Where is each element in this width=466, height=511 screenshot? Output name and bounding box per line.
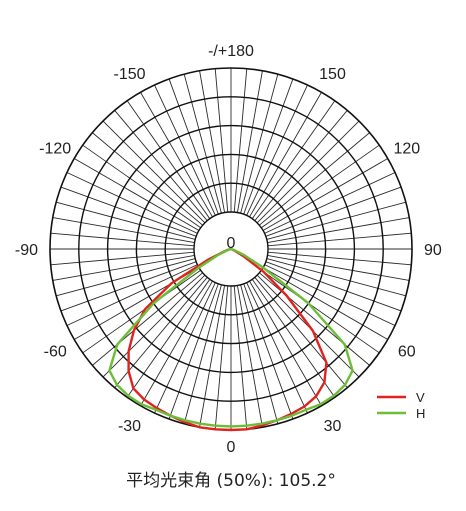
radial-gridline	[60, 261, 197, 312]
angle-label: 0	[227, 439, 236, 456]
radial-gridline	[261, 269, 380, 354]
radial-gridline	[50, 232, 195, 247]
legend: VH	[377, 390, 425, 421]
radial-gridline	[183, 74, 222, 214]
radial-gridline	[92, 272, 203, 366]
radial-gridline	[140, 280, 213, 406]
radial-gridline	[102, 120, 206, 224]
angle-label: -60	[44, 344, 67, 361]
angle-label: -90	[15, 242, 38, 259]
radial-gridline	[114, 277, 208, 388]
radial-gridline	[267, 254, 410, 281]
radial-gridline	[249, 280, 322, 406]
radial-gridline	[251, 279, 336, 398]
radial-gridline	[243, 78, 294, 215]
radial-gridline	[154, 282, 216, 414]
angle-label: -150	[113, 66, 145, 83]
ring-gridline	[106, 124, 356, 374]
radial-gridline	[168, 283, 219, 420]
radial-gridline	[102, 274, 206, 378]
angle-label: -120	[39, 141, 71, 158]
angle-label: -30	[118, 418, 141, 435]
radial-gridline	[256, 120, 360, 224]
radial-gridline	[114, 110, 208, 221]
angle-label: 30	[324, 418, 342, 435]
radial-gridline	[92, 132, 203, 226]
radial-gridline	[264, 264, 396, 326]
radial-gridline	[266, 258, 406, 297]
radial-gridline	[66, 172, 198, 234]
radial-gridline	[66, 264, 198, 326]
angle-label: -/+180	[208, 43, 254, 60]
radial-gridline	[52, 254, 195, 281]
legend-label-h: H	[416, 406, 425, 421]
radial-gridline	[264, 172, 396, 234]
radial-gridline	[240, 284, 279, 424]
radial-gridline	[259, 132, 370, 226]
angle-label: 150	[319, 66, 346, 83]
radial-gridline	[126, 279, 211, 398]
radial-gridline	[240, 74, 279, 214]
series-v-curve	[127, 247, 328, 432]
radial-gridline	[154, 84, 216, 216]
radial-gridline	[60, 186, 197, 237]
radial-gridline	[233, 68, 248, 213]
radial-gridline	[233, 285, 248, 430]
radial-gridline	[214, 68, 229, 213]
radial-gridline	[261, 144, 380, 229]
angle-label: 120	[393, 141, 420, 158]
ring-gridline	[164, 182, 298, 316]
radial-gridline	[243, 283, 294, 420]
radial-gridline	[199, 70, 226, 213]
ring-gridline	[135, 153, 327, 345]
radial-gridline	[74, 158, 200, 231]
radial-gridline	[126, 100, 211, 219]
series-h-curve	[108, 247, 354, 428]
series-layer	[108, 247, 354, 432]
radial-gridline	[262, 158, 388, 231]
radial-gridline	[254, 277, 348, 388]
radial-gridline	[168, 78, 219, 215]
angle-labels: -/+180 150 -150 120 -120 90 -90 60 -60 30 -30 0	[15, 43, 442, 456]
radial-gridline	[254, 110, 348, 221]
radial-gridline	[246, 282, 308, 414]
center-label: 0	[227, 235, 236, 252]
radial-gridline	[214, 285, 229, 430]
radial-gridline	[266, 201, 406, 240]
radial-gridline	[265, 261, 402, 312]
radial-gridline	[236, 70, 263, 213]
radial-gridline	[249, 92, 322, 218]
radial-gridline	[50, 251, 195, 266]
radial-gridline	[267, 251, 412, 266]
radial-gridline	[82, 144, 201, 229]
radial-gridline	[251, 100, 336, 219]
ring-gridline	[78, 96, 384, 402]
radial-gridline	[236, 285, 263, 428]
radial-gridline	[265, 186, 402, 237]
radial-gridline	[262, 267, 388, 340]
radial-gridline	[56, 201, 196, 240]
radial-gridline	[259, 272, 370, 366]
legend-label-v: V	[416, 390, 425, 405]
radial-gridline	[52, 217, 195, 244]
beam-angle-caption: 平均光束角 (50%): 105.2°	[126, 471, 336, 491]
radial-gridline	[56, 258, 196, 297]
radial-gridline	[246, 84, 308, 216]
radial-gridline	[183, 284, 222, 424]
radial-gridline	[82, 269, 201, 354]
radial-gridline	[267, 232, 412, 247]
angle-label: 90	[424, 242, 442, 259]
angle-label: 60	[398, 344, 416, 361]
radial-gridline	[140, 92, 213, 218]
radial-gridline	[267, 217, 410, 244]
radial-gridline	[199, 285, 226, 428]
